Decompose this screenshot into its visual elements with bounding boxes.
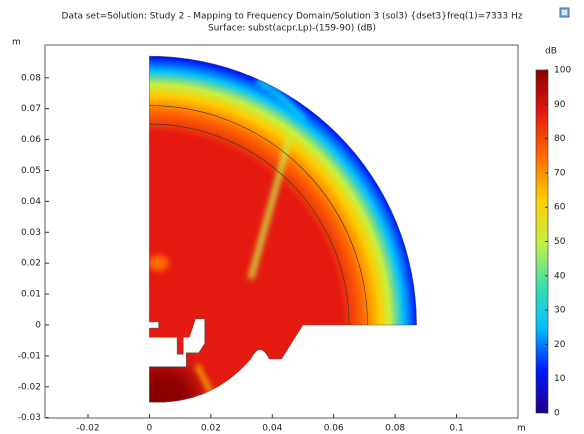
y-axis-label: m (12, 38, 21, 48)
boundary-arc (149, 123, 350, 326)
x-tick-label: 0.08 (385, 424, 405, 434)
y-tick-label: 0 (35, 320, 41, 330)
colorbar-tick-label: 40 (554, 271, 566, 281)
y-tick-label: 0.02 (21, 259, 41, 269)
colorbar-label: dB (545, 47, 557, 57)
y-tick-label: 0.01 (21, 290, 41, 300)
x-tick-label: 0.02 (201, 424, 221, 434)
app-icon (559, 7, 570, 18)
surface-streak (248, 132, 294, 280)
colorbar-tick-label: 0 (554, 409, 560, 419)
y-tick-label: 0.05 (21, 166, 41, 176)
y-tick-label: -0.01 (18, 351, 41, 361)
x-tick-label: 0 (147, 424, 153, 434)
colorbar-tick-label: 70 (554, 168, 566, 178)
x-tick-label: 0.1 (449, 424, 463, 434)
y-tick-label: -0.03 (18, 413, 41, 423)
colorbar-tick-label: 60 (554, 203, 566, 213)
domain-outline (149, 55, 417, 403)
surface-streak (195, 364, 213, 394)
y-tick-label: 0.03 (21, 228, 41, 238)
surface-hotspot (149, 255, 169, 272)
x-tick-label: -0.02 (76, 424, 99, 434)
x-tick-label: 0.06 (324, 424, 344, 434)
y-tick-label: -0.02 (18, 382, 41, 392)
colorbar-tick-label: 30 (554, 306, 566, 316)
boundary-arc (149, 105, 368, 326)
colorbar-tick-label: 10 (554, 374, 566, 384)
surface-streak (255, 77, 307, 124)
x-tick-label: 0.04 (262, 424, 282, 434)
chart-title: Data set=Solution: Study 2 - Mapping to … (62, 12, 523, 22)
colorbar-tick-label: 50 (554, 237, 566, 247)
plot-frame (44, 44, 519, 419)
y-tick-label: 0.04 (21, 197, 41, 207)
colorbar-tick-label: 20 (554, 340, 566, 350)
colorbar-tick-label: 80 (554, 134, 566, 144)
y-tick-label: 0.07 (21, 104, 41, 114)
x-axis-label: m (517, 424, 526, 434)
y-tick-label: 0.08 (21, 73, 41, 83)
y-tick-label: 0.06 (21, 135, 41, 145)
colorbar-tick-label: 100 (554, 66, 571, 76)
surface (149, 56, 417, 403)
colorbar-tick-label: 90 (554, 100, 566, 110)
surface-hotspot (149, 362, 199, 403)
chart-subtitle: Surface: subst(acpr.Lp)-(159-90) (dB) (208, 24, 376, 34)
